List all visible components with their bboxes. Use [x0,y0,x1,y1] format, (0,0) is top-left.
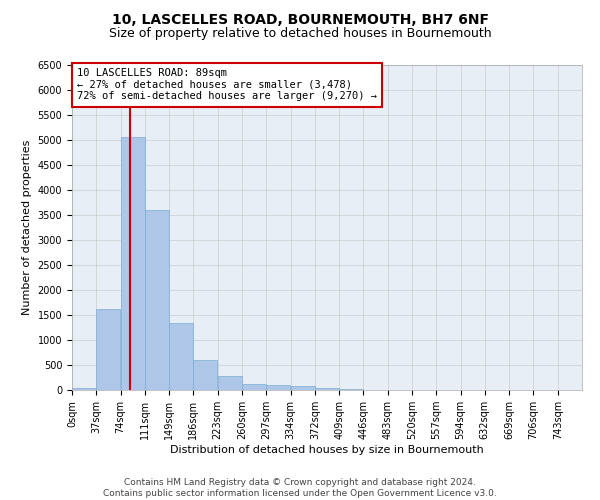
X-axis label: Distribution of detached houses by size in Bournemouth: Distribution of detached houses by size … [170,445,484,455]
Bar [290,386,314,390]
Bar [169,322,193,390]
Bar [339,389,363,390]
Bar [193,360,217,390]
Y-axis label: Number of detached properties: Number of detached properties [22,140,32,315]
Bar [218,376,242,390]
Bar [266,384,290,390]
Text: 10 LASCELLES ROAD: 89sqm
← 27% of detached houses are smaller (3,478)
72% of sem: 10 LASCELLES ROAD: 89sqm ← 27% of detach… [77,68,377,102]
Text: Size of property relative to detached houses in Bournemouth: Size of property relative to detached ho… [109,28,491,40]
Bar [72,388,96,390]
Bar [96,309,121,390]
Bar [121,137,145,390]
Text: 10, LASCELLES ROAD, BOURNEMOUTH, BH7 6NF: 10, LASCELLES ROAD, BOURNEMOUTH, BH7 6NF [112,12,488,26]
Bar [315,388,339,390]
Bar [145,210,169,390]
Text: Contains HM Land Registry data © Crown copyright and database right 2024.
Contai: Contains HM Land Registry data © Crown c… [103,478,497,498]
Bar [242,384,266,390]
